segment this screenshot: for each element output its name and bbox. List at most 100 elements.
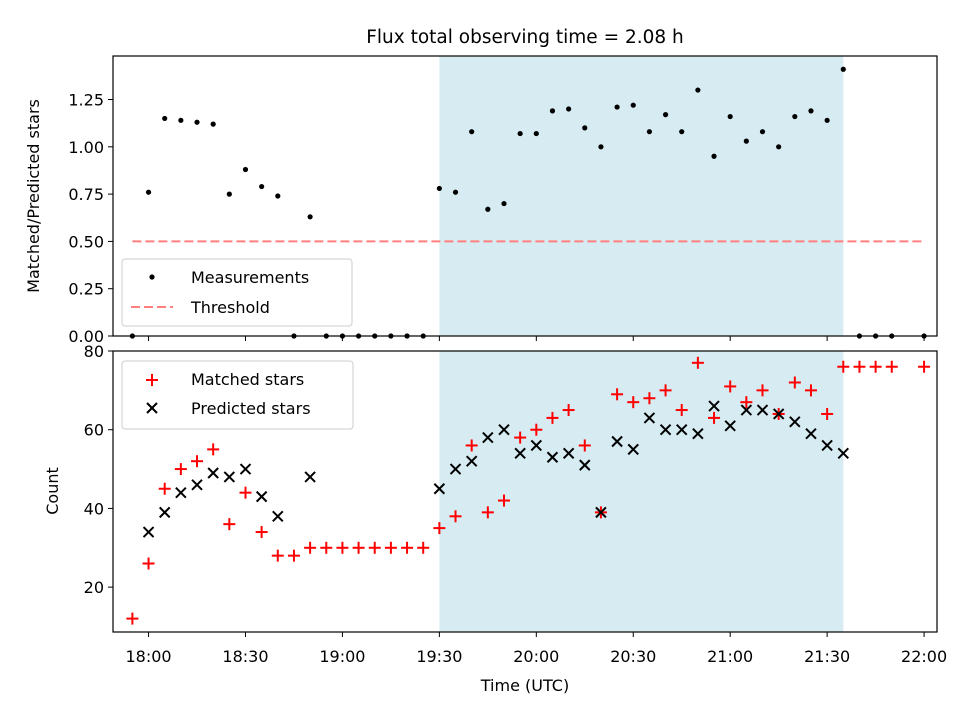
top-legend: Measurements Threshold bbox=[121, 258, 353, 327]
measurement-point bbox=[501, 200, 507, 207]
measurement-point bbox=[646, 129, 653, 135]
xtick-label: 19:30 bbox=[416, 647, 462, 666]
matched-star-point bbox=[401, 541, 414, 554]
matched-star-point bbox=[465, 439, 478, 452]
matched-star-point bbox=[918, 360, 931, 373]
matched-star-point bbox=[287, 549, 300, 562]
matched-star-point bbox=[449, 510, 462, 523]
legend-measurements-marker bbox=[149, 274, 155, 280]
matched-star-point bbox=[869, 360, 882, 373]
predicted-star-point bbox=[530, 439, 543, 452]
predicted-star-point bbox=[207, 467, 219, 479]
predicted-star-point bbox=[659, 424, 672, 436]
measurement-point bbox=[452, 189, 459, 195]
measurement-point bbox=[210, 121, 216, 127]
chart-title: Flux total observing time = 2.08 h bbox=[366, 27, 684, 48]
predicted-star-point bbox=[514, 447, 526, 460]
matched-star-point bbox=[708, 411, 721, 424]
legend-measurements-label: Measurements bbox=[191, 268, 309, 287]
matched-star-point bbox=[239, 486, 252, 499]
measurement-point bbox=[727, 113, 733, 120]
predicted-star-point bbox=[595, 506, 607, 519]
predicted-star-point bbox=[562, 447, 575, 460]
matched-star-point bbox=[126, 612, 139, 625]
bottom-ytick-label: 80 bbox=[84, 342, 104, 361]
matched-star-point bbox=[191, 455, 204, 468]
measurement-point bbox=[759, 129, 766, 135]
bottom-ytick-label: 60 bbox=[84, 421, 104, 440]
predicted-star-point bbox=[304, 471, 316, 483]
matched-star-point bbox=[255, 526, 268, 539]
x-axis-label: Time (UTC) bbox=[480, 676, 569, 695]
xtick-label: 18:30 bbox=[222, 647, 268, 666]
predicted-star-point bbox=[611, 435, 623, 448]
measurement-point bbox=[808, 108, 814, 114]
top-ytick-label: 0.25 bbox=[68, 280, 104, 299]
measurement-point bbox=[695, 87, 701, 93]
xtick-label: 20:00 bbox=[513, 647, 559, 666]
measurement-point bbox=[630, 102, 636, 108]
measurement-point bbox=[776, 144, 782, 150]
top-x-ticks bbox=[148, 336, 925, 341]
measurement-point bbox=[582, 125, 588, 131]
measurement-point bbox=[517, 130, 523, 137]
matched-star-point bbox=[352, 541, 365, 554]
matched-star-point bbox=[481, 506, 494, 519]
matched-star-point bbox=[627, 396, 640, 409]
predicted-star-point bbox=[223, 471, 236, 483]
legend-predicted-marker bbox=[146, 402, 158, 414]
measurement-point bbox=[194, 119, 200, 125]
matched-star-point bbox=[675, 404, 688, 417]
top-ytick-label: 1.00 bbox=[68, 138, 104, 157]
predicted-star-point bbox=[272, 510, 284, 523]
matched-star-point bbox=[756, 384, 769, 397]
predicted-star-point bbox=[627, 443, 639, 456]
matched-star-point bbox=[853, 360, 866, 373]
predicted-star-point bbox=[643, 412, 656, 424]
matched-star-point bbox=[304, 541, 317, 554]
legend-matched-label: Matched stars bbox=[191, 370, 304, 389]
bottom-observing-window bbox=[439, 351, 844, 632]
measurement-point bbox=[598, 144, 604, 150]
top-y-label: Matched/Predicted stars bbox=[24, 99, 43, 293]
matched-star-point bbox=[659, 384, 672, 397]
measurement-point bbox=[743, 138, 749, 144]
legend-threshold-label: Threshold bbox=[190, 298, 270, 317]
top-ytick-label: 0.50 bbox=[68, 232, 104, 251]
predicted-star-point bbox=[175, 486, 187, 499]
predicted-star-point bbox=[482, 431, 494, 444]
measurement-point bbox=[469, 129, 475, 135]
bottom-legend: Matched stars Predicted stars bbox=[121, 360, 354, 430]
predicted-star-point bbox=[772, 408, 785, 420]
predicted-star-point bbox=[433, 483, 446, 495]
legend-matched-marker bbox=[146, 374, 158, 386]
measurement-point bbox=[226, 191, 232, 197]
measurement-point bbox=[145, 189, 152, 195]
measurement-point bbox=[711, 153, 717, 159]
top-plot-frame bbox=[112, 55, 938, 337]
predicted-star-point bbox=[546, 451, 559, 463]
matched-star-point bbox=[740, 396, 753, 409]
top-observing-window bbox=[439, 56, 844, 336]
predicted-star-point bbox=[805, 427, 817, 440]
measurement-point bbox=[792, 113, 798, 120]
predicted-star-point bbox=[142, 526, 155, 538]
predicted-star-point bbox=[756, 404, 769, 416]
matched-star-point bbox=[546, 411, 559, 424]
measurement-point bbox=[679, 129, 685, 135]
measurement-point bbox=[824, 117, 830, 123]
matched-star-point bbox=[530, 423, 543, 436]
measurement-point bbox=[275, 193, 281, 199]
bottom-plot-frame bbox=[112, 350, 938, 633]
matched-star-point bbox=[691, 356, 704, 369]
predicted-star-point bbox=[449, 463, 462, 475]
matched-star-point bbox=[724, 380, 737, 393]
predicted-star-point bbox=[837, 447, 849, 460]
measurement-point bbox=[178, 117, 184, 123]
matched-star-point bbox=[158, 482, 171, 495]
matched-star-point bbox=[514, 431, 527, 444]
xtick-label: 19:00 bbox=[319, 647, 365, 666]
matched-star-point bbox=[643, 392, 656, 405]
predicted-star-point bbox=[821, 439, 833, 452]
